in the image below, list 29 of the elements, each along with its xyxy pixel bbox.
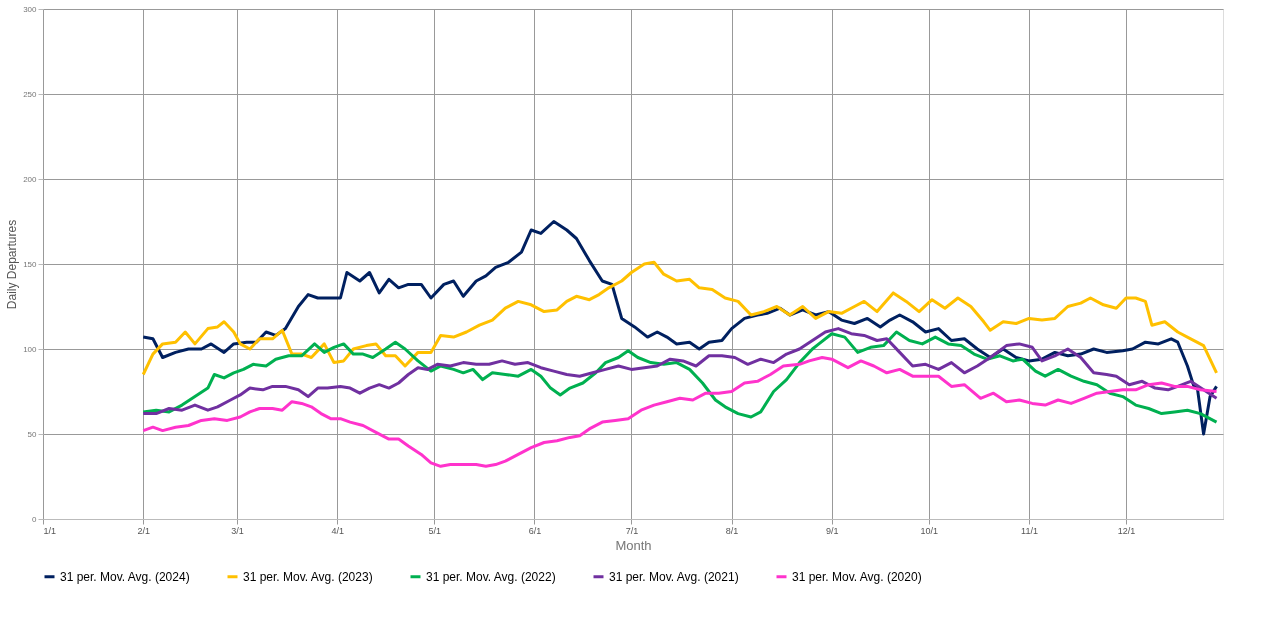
x-axis-title: Month — [615, 537, 652, 553]
y-tick-label: 200 — [23, 174, 38, 184]
legend-label: 31 per. Mov. Avg. (2024) — [60, 569, 190, 584]
y-tick-label: 250 — [23, 89, 38, 99]
x-tick-label: 10/1 — [920, 525, 939, 536]
line-series — [141, 220, 1219, 436]
y-tick-label: 150 — [23, 259, 38, 269]
legend-label: 31 per. Mov. Avg. (2022) — [426, 569, 556, 584]
legend-label: 31 per. Mov. Avg. (2023) — [243, 569, 373, 584]
legend-label: 31 per. Mov. Avg. (2020) — [792, 569, 922, 584]
y-tick-label: 50 — [27, 429, 38, 439]
x-tick-label: 7/1 — [625, 525, 639, 536]
x-tick-label: 1/1 — [43, 525, 57, 536]
line-series — [141, 356, 1219, 468]
y-tick-label: 300 — [23, 4, 38, 14]
x-tick-label: 4/1 — [331, 525, 344, 536]
y-tick-label: 0 — [32, 514, 38, 524]
x-tick-label: 6/1 — [528, 525, 542, 536]
x-tick-label: 2/1 — [137, 525, 150, 536]
y-tick-label: 100 — [23, 344, 38, 354]
x-tick-label: 12/1 — [1117, 525, 1136, 536]
x-tick-label: 8/1 — [725, 525, 739, 536]
x-tick-label: 9/1 — [826, 525, 839, 536]
legend-label: 31 per. Mov. Avg. (2021) — [609, 569, 739, 584]
x-tick-label: 5/1 — [428, 525, 441, 536]
line-series — [141, 260, 1219, 376]
y-axis-title: Daily Departures — [5, 219, 20, 310]
x-tick-label: 11/1 — [1021, 525, 1038, 536]
x-tick-label: 3/1 — [231, 525, 244, 536]
